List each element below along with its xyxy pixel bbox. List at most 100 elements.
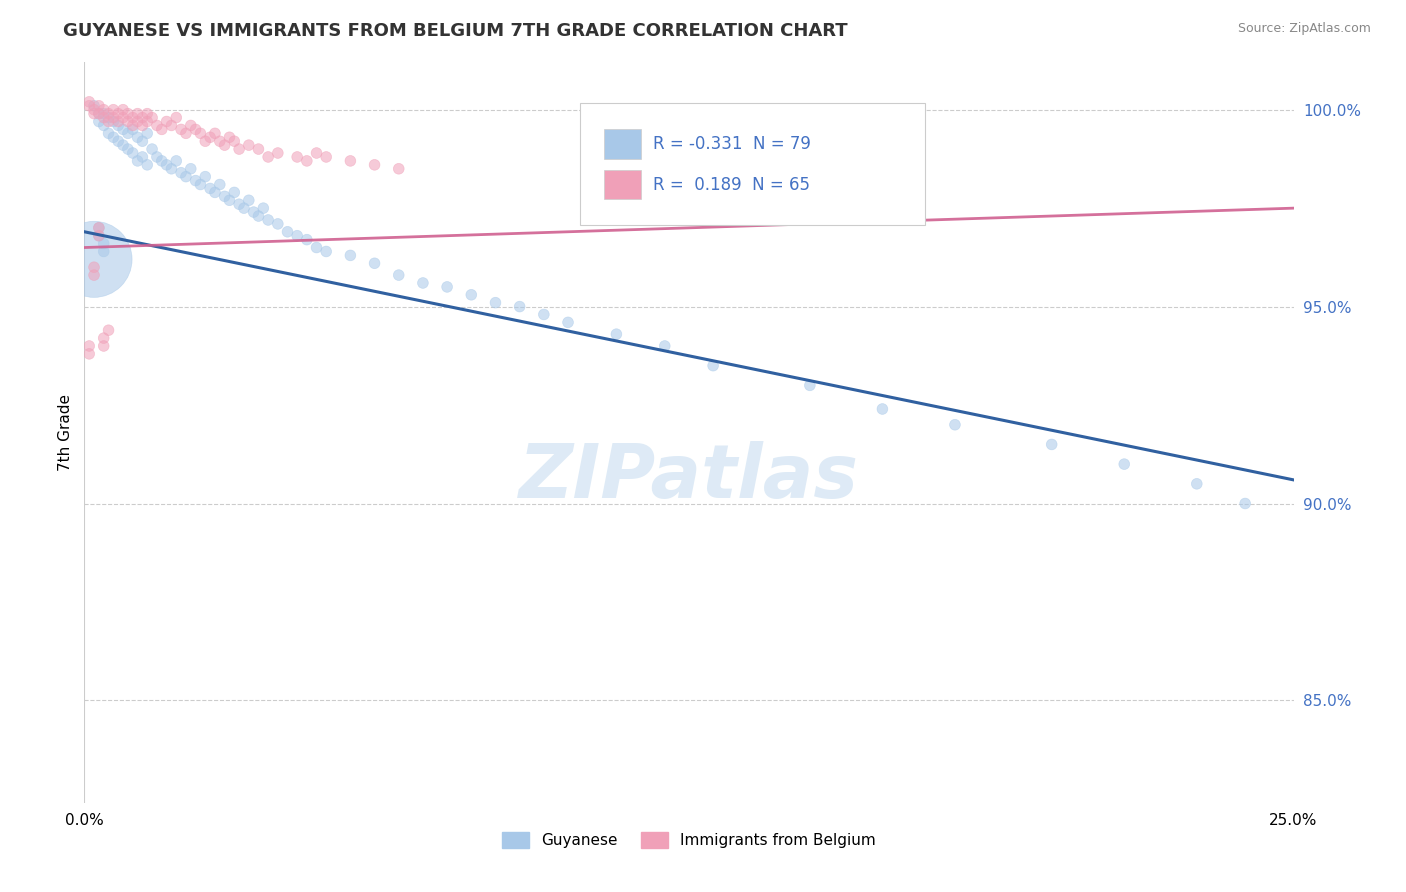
- Point: [605, 327, 627, 342]
- Point: [533, 308, 555, 322]
- Point: [1234, 496, 1257, 510]
- Point: [339, 248, 361, 262]
- Point: [136, 158, 159, 172]
- Point: [214, 189, 236, 203]
- Point: [97, 323, 120, 337]
- Point: [93, 103, 115, 117]
- Bar: [605, 129, 641, 159]
- Point: [233, 201, 256, 215]
- Point: [103, 130, 125, 145]
- Point: [1040, 437, 1063, 451]
- Point: [198, 181, 221, 195]
- Point: [224, 134, 246, 148]
- Point: [1185, 476, 1208, 491]
- Point: [97, 111, 120, 125]
- Text: Source: ZipAtlas.com: Source: ZipAtlas.com: [1237, 22, 1371, 36]
- Point: [238, 194, 260, 208]
- FancyBboxPatch shape: [581, 103, 925, 226]
- Point: [190, 126, 212, 140]
- Point: [160, 161, 183, 176]
- Point: [214, 138, 236, 153]
- Point: [136, 114, 159, 128]
- Point: [146, 119, 169, 133]
- Point: [190, 178, 212, 192]
- Point: [97, 106, 120, 120]
- Point: [93, 331, 115, 345]
- Point: [198, 130, 221, 145]
- Point: [117, 106, 139, 120]
- Point: [412, 276, 434, 290]
- Point: [127, 106, 149, 120]
- Point: [87, 220, 110, 235]
- Point: [557, 315, 579, 329]
- Text: GUYANESE VS IMMIGRANTS FROM BELGIUM 7TH GRADE CORRELATION CHART: GUYANESE VS IMMIGRANTS FROM BELGIUM 7TH …: [63, 22, 848, 40]
- Point: [103, 114, 125, 128]
- Point: [131, 150, 153, 164]
- Point: [388, 268, 411, 282]
- Point: [194, 134, 217, 148]
- Point: [136, 126, 159, 140]
- Text: ZIPatlas: ZIPatlas: [519, 441, 859, 514]
- Point: [107, 134, 129, 148]
- Point: [77, 339, 100, 353]
- Point: [285, 150, 308, 164]
- Point: [87, 106, 110, 120]
- Point: [315, 244, 337, 259]
- Point: [97, 114, 120, 128]
- Point: [228, 197, 250, 211]
- Point: [87, 99, 110, 113]
- Point: [276, 225, 298, 239]
- Point: [1114, 457, 1136, 471]
- Point: [103, 111, 125, 125]
- Point: [218, 194, 240, 208]
- Point: [107, 106, 129, 120]
- Point: [363, 256, 385, 270]
- Point: [170, 166, 193, 180]
- Point: [93, 244, 115, 259]
- Point: [83, 99, 105, 113]
- Point: [141, 142, 163, 156]
- Point: [180, 161, 202, 176]
- Point: [112, 103, 135, 117]
- Point: [112, 111, 135, 125]
- Point: [117, 142, 139, 156]
- Point: [103, 103, 125, 117]
- Point: [388, 161, 411, 176]
- Point: [127, 114, 149, 128]
- Point: [121, 111, 143, 125]
- Point: [194, 169, 217, 184]
- Point: [87, 228, 110, 243]
- Point: [112, 122, 135, 136]
- Point: [295, 153, 318, 168]
- Point: [150, 153, 173, 168]
- Point: [141, 111, 163, 125]
- Point: [242, 205, 264, 219]
- Point: [131, 134, 153, 148]
- Point: [460, 287, 482, 301]
- Legend: Guyanese, Immigrants from Belgium: Guyanese, Immigrants from Belgium: [495, 826, 883, 855]
- Point: [77, 95, 100, 109]
- Point: [509, 300, 531, 314]
- Point: [484, 295, 506, 310]
- Point: [174, 169, 197, 184]
- Point: [127, 153, 149, 168]
- Point: [97, 126, 120, 140]
- Point: [83, 103, 105, 117]
- Point: [204, 126, 226, 140]
- Point: [267, 146, 290, 161]
- Point: [136, 106, 159, 120]
- Point: [150, 122, 173, 136]
- Text: R = -0.331  N = 79: R = -0.331 N = 79: [652, 135, 810, 153]
- Point: [107, 119, 129, 133]
- Point: [83, 268, 105, 282]
- Point: [184, 173, 207, 187]
- Point: [77, 347, 100, 361]
- Point: [285, 228, 308, 243]
- Point: [180, 119, 202, 133]
- Point: [112, 138, 135, 153]
- Point: [436, 280, 458, 294]
- Point: [93, 119, 115, 133]
- Point: [83, 260, 105, 275]
- Point: [170, 122, 193, 136]
- Point: [943, 417, 966, 432]
